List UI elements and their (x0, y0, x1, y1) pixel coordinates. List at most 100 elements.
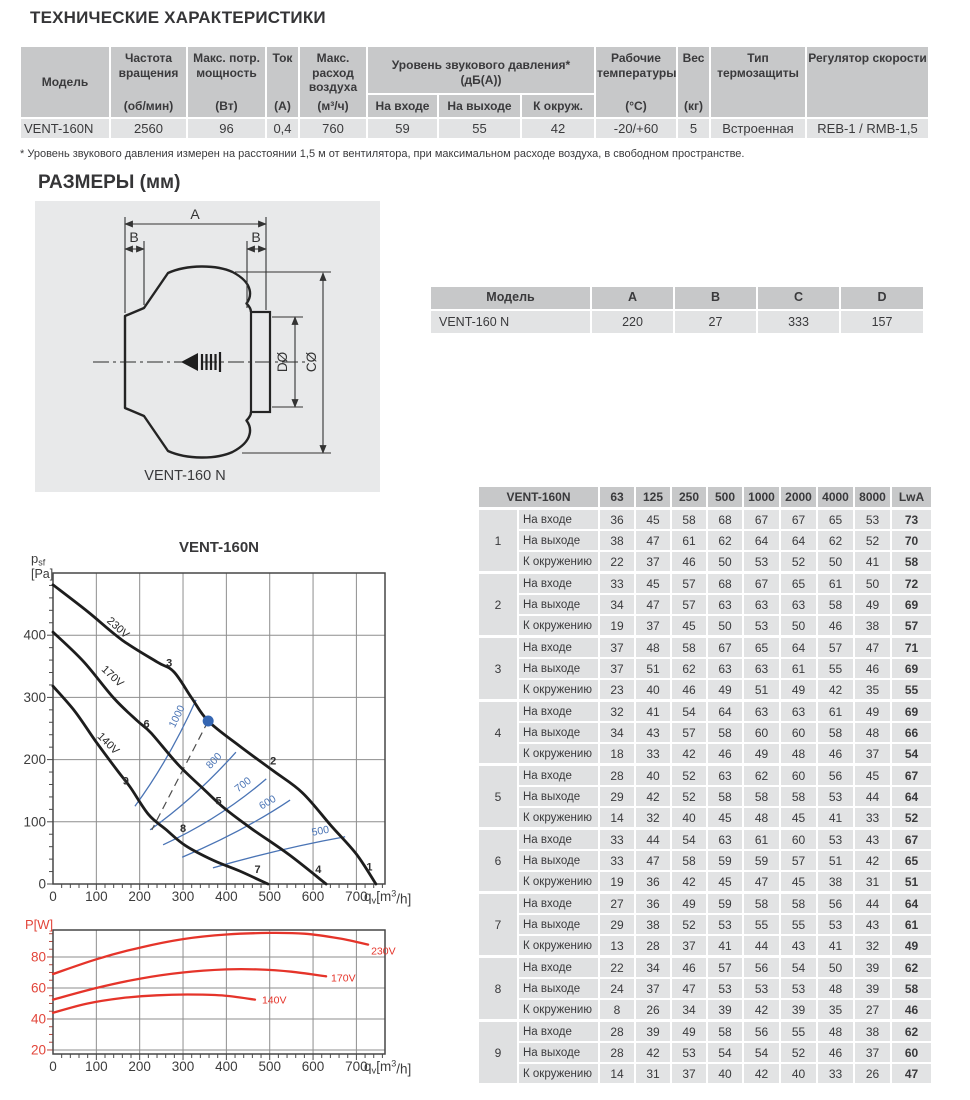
acoustic-value-cell: 53 (816, 913, 855, 936)
acoustic-value-cell: 48 (816, 1019, 855, 1043)
spec-subheader-outlet: На выходе (437, 93, 522, 119)
acoustic-value-cell: 37 (853, 742, 892, 766)
acoustic-group-number: 8 (477, 955, 519, 1022)
svg-text:qv[m3/h]: qv[m3/h] (364, 889, 411, 907)
acoustic-row: 6 На входе 33 44 54 63 61 60 53 43 67 (477, 827, 933, 894)
acoustic-value-cell: 28 (598, 1041, 636, 1064)
spec-value-sound-ambient: 42 (520, 117, 596, 140)
acoustic-value-cell: 43 (634, 721, 672, 744)
acoustic-lwa-cell: 73 (890, 507, 933, 531)
acoustic-value-cell: 37 (670, 934, 708, 958)
acoustic-lwa-cell: 62 (890, 1019, 933, 1043)
acoustic-value-cell: 35 (853, 678, 892, 702)
col-title: Макс. расход воздуха (308, 51, 358, 95)
acoustic-value-cell: 18 (598, 742, 636, 766)
acoustic-value-cell: 59 (706, 849, 744, 872)
acoustic-value-cell: 41 (816, 934, 855, 958)
acoustic-row-label: К окружению (517, 998, 600, 1022)
acoustic-value-cell: 55 (816, 657, 855, 680)
acoustic-value-cell: 39 (706, 998, 744, 1022)
acoustic-value-cell: 14 (598, 1062, 636, 1085)
acoustic-value-cell: 50 (816, 955, 855, 979)
acoustic-value-cell: 28 (634, 934, 672, 958)
acoustic-value-cell: 58 (816, 593, 855, 616)
acoustic-group-number: 2 (477, 571, 519, 638)
acoustic-row: 3 На входе 37 48 58 67 65 64 57 47 71 (477, 635, 933, 702)
acoustic-value-cell: 46 (670, 678, 708, 702)
dim-lines-c (235, 271, 331, 454)
acoustic-group-number: 4 (477, 699, 519, 766)
acoustic-value-cell: 51 (742, 678, 781, 702)
acoustic-value-cell: 62 (706, 529, 744, 552)
svg-text:300: 300 (172, 889, 195, 904)
acoustic-value-cell: 45 (634, 571, 672, 595)
acoustic-value-cell: 42 (853, 849, 892, 872)
acoustic-row: На выходе 38 47 61 62 64 64 62 52 70 (478, 529, 933, 552)
acoustic-model-header: VENT-160N (477, 485, 600, 510)
acoustic-value-cell: 57 (816, 635, 855, 659)
acoustic-value-cell: 60 (742, 721, 781, 744)
acoustic-value-cell: 47 (853, 635, 892, 659)
acoustic-value-cell: 34 (598, 721, 636, 744)
acoustic-value-cell: 47 (634, 849, 672, 872)
acoustic-value-cell: 34 (634, 955, 672, 979)
acoustic-value-cell: 47 (742, 870, 781, 894)
acoustic-row: 5 На входе 28 40 52 63 62 60 56 45 67 (477, 763, 933, 830)
acoustic-value-cell: 47 (634, 529, 672, 552)
svg-text:9: 9 (123, 775, 129, 787)
acoustic-value-cell: 49 (670, 1019, 708, 1043)
acoustic-row-label: На выходе (517, 913, 600, 936)
acoustic-value-cell: 53 (670, 1041, 708, 1064)
acoustic-row-label: На входе (517, 827, 600, 851)
acoustic-value-cell: 36 (634, 891, 672, 915)
acoustic-value-cell: 43 (779, 934, 818, 958)
acoustic-row: 2 На входе 33 45 57 68 67 65 61 50 72 (477, 571, 933, 638)
acoustic-row: К окружению 14 32 40 45 48 45 41 33 52 (478, 806, 933, 830)
acoustic-row-label: К окружению (517, 870, 600, 894)
svg-text:80: 80 (31, 949, 46, 964)
acoustic-value-cell: 49 (853, 699, 892, 723)
acoustic-value-cell: 40 (634, 763, 672, 787)
acoustic-value-cell: 65 (742, 635, 781, 659)
acoustic-lwa-cell: 67 (890, 763, 933, 787)
acoustic-group-number: 5 (477, 763, 519, 830)
acoustic-value-cell: 26 (634, 998, 672, 1022)
acoustic-value-cell: 56 (742, 955, 781, 979)
power-flow-chart: 0 100 200 300 400 500 600 700 20 40 60 80 P[W] qv[m3/… (25, 917, 411, 1077)
sound-footnote: * Уровень звукового давления измерен на … (20, 148, 745, 160)
acoustic-value-cell: 49 (706, 678, 744, 702)
freq-header: 1000 (742, 485, 781, 510)
acoustic-value-cell: 61 (816, 571, 855, 595)
acoustic-value-cell: 27 (853, 998, 892, 1022)
acoustic-value-cell: 46 (853, 657, 892, 680)
acoustic-value-cell: 63 (779, 699, 818, 723)
diagram-caption: VENT-160 N (144, 468, 225, 484)
acoustic-value-cell: 60 (779, 827, 818, 851)
dims-value-a: 220 (590, 309, 675, 335)
acoustic-value-cell: 58 (670, 507, 708, 531)
col-title: Ток (272, 51, 293, 65)
spec-value-sound-outlet: 55 (437, 117, 522, 140)
acoustic-value-cell: 44 (742, 934, 781, 958)
acoustic-value-cell: 46 (706, 742, 744, 766)
acoustic-value-cell: 43 (853, 913, 892, 936)
acoustic-value-cell: 42 (742, 998, 781, 1022)
spec-header-thermal: Тип термозащиты (709, 45, 807, 119)
spec-value-sound-inlet: 59 (366, 117, 439, 140)
acoustic-value-cell: 32 (853, 934, 892, 958)
acoustic-value-cell: 63 (779, 593, 818, 616)
spec-header-rpm: Частота вращения (об/мин) (109, 45, 188, 119)
svg-text:500: 500 (258, 1059, 281, 1074)
acoustic-lwa-cell: 67 (890, 827, 933, 851)
svg-text:600: 600 (302, 889, 325, 904)
acoustic-row-label: На выходе (517, 529, 600, 552)
acoustic-lwa-cell: 46 (890, 998, 933, 1022)
acoustic-lwa-cell: 72 (890, 571, 933, 595)
svg-text:230V: 230V (371, 946, 396, 958)
svg-text:200: 200 (128, 889, 151, 904)
acoustic-value-cell: 58 (742, 891, 781, 915)
svg-text:400: 400 (215, 889, 238, 904)
acoustic-row: На выходе 29 38 52 53 55 55 53 43 61 (478, 913, 933, 936)
acoustic-value-cell: 41 (816, 806, 855, 830)
acoustic-value-cell: 29 (598, 785, 636, 808)
